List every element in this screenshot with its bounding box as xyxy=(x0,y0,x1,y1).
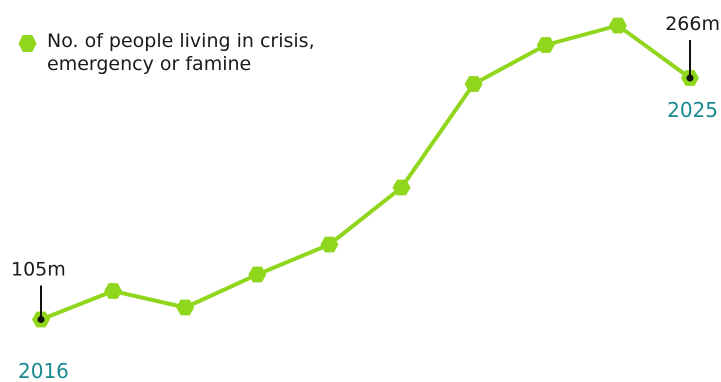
legend: No. of people living in crisis, emergenc… xyxy=(18,30,377,76)
year-label-2025: 2025 xyxy=(667,98,718,122)
leader-dot-2025 xyxy=(686,74,694,82)
data-point-2024 xyxy=(608,17,627,34)
year-label-2016: 2016 xyxy=(18,359,69,382)
series-layer xyxy=(32,17,699,328)
data-point-2017 xyxy=(104,283,123,299)
legend-label: No. of people living in crisis, emergenc… xyxy=(47,30,315,75)
value-label-2016: 105m xyxy=(11,259,66,281)
series-line xyxy=(40,23,692,322)
legend-hexagon-icon xyxy=(18,34,37,53)
value-label-2025: 266m xyxy=(665,13,720,35)
data-point-2020 xyxy=(320,236,339,253)
data-point-2021 xyxy=(392,179,411,196)
label-layer: 105m 266m 2016 2025 xyxy=(11,13,720,382)
data-point-2018 xyxy=(176,299,195,316)
data-point-2019 xyxy=(248,266,267,283)
data-point-2022 xyxy=(464,76,483,92)
data-point-2023 xyxy=(536,37,555,53)
leader-dot-2016 xyxy=(37,316,45,323)
